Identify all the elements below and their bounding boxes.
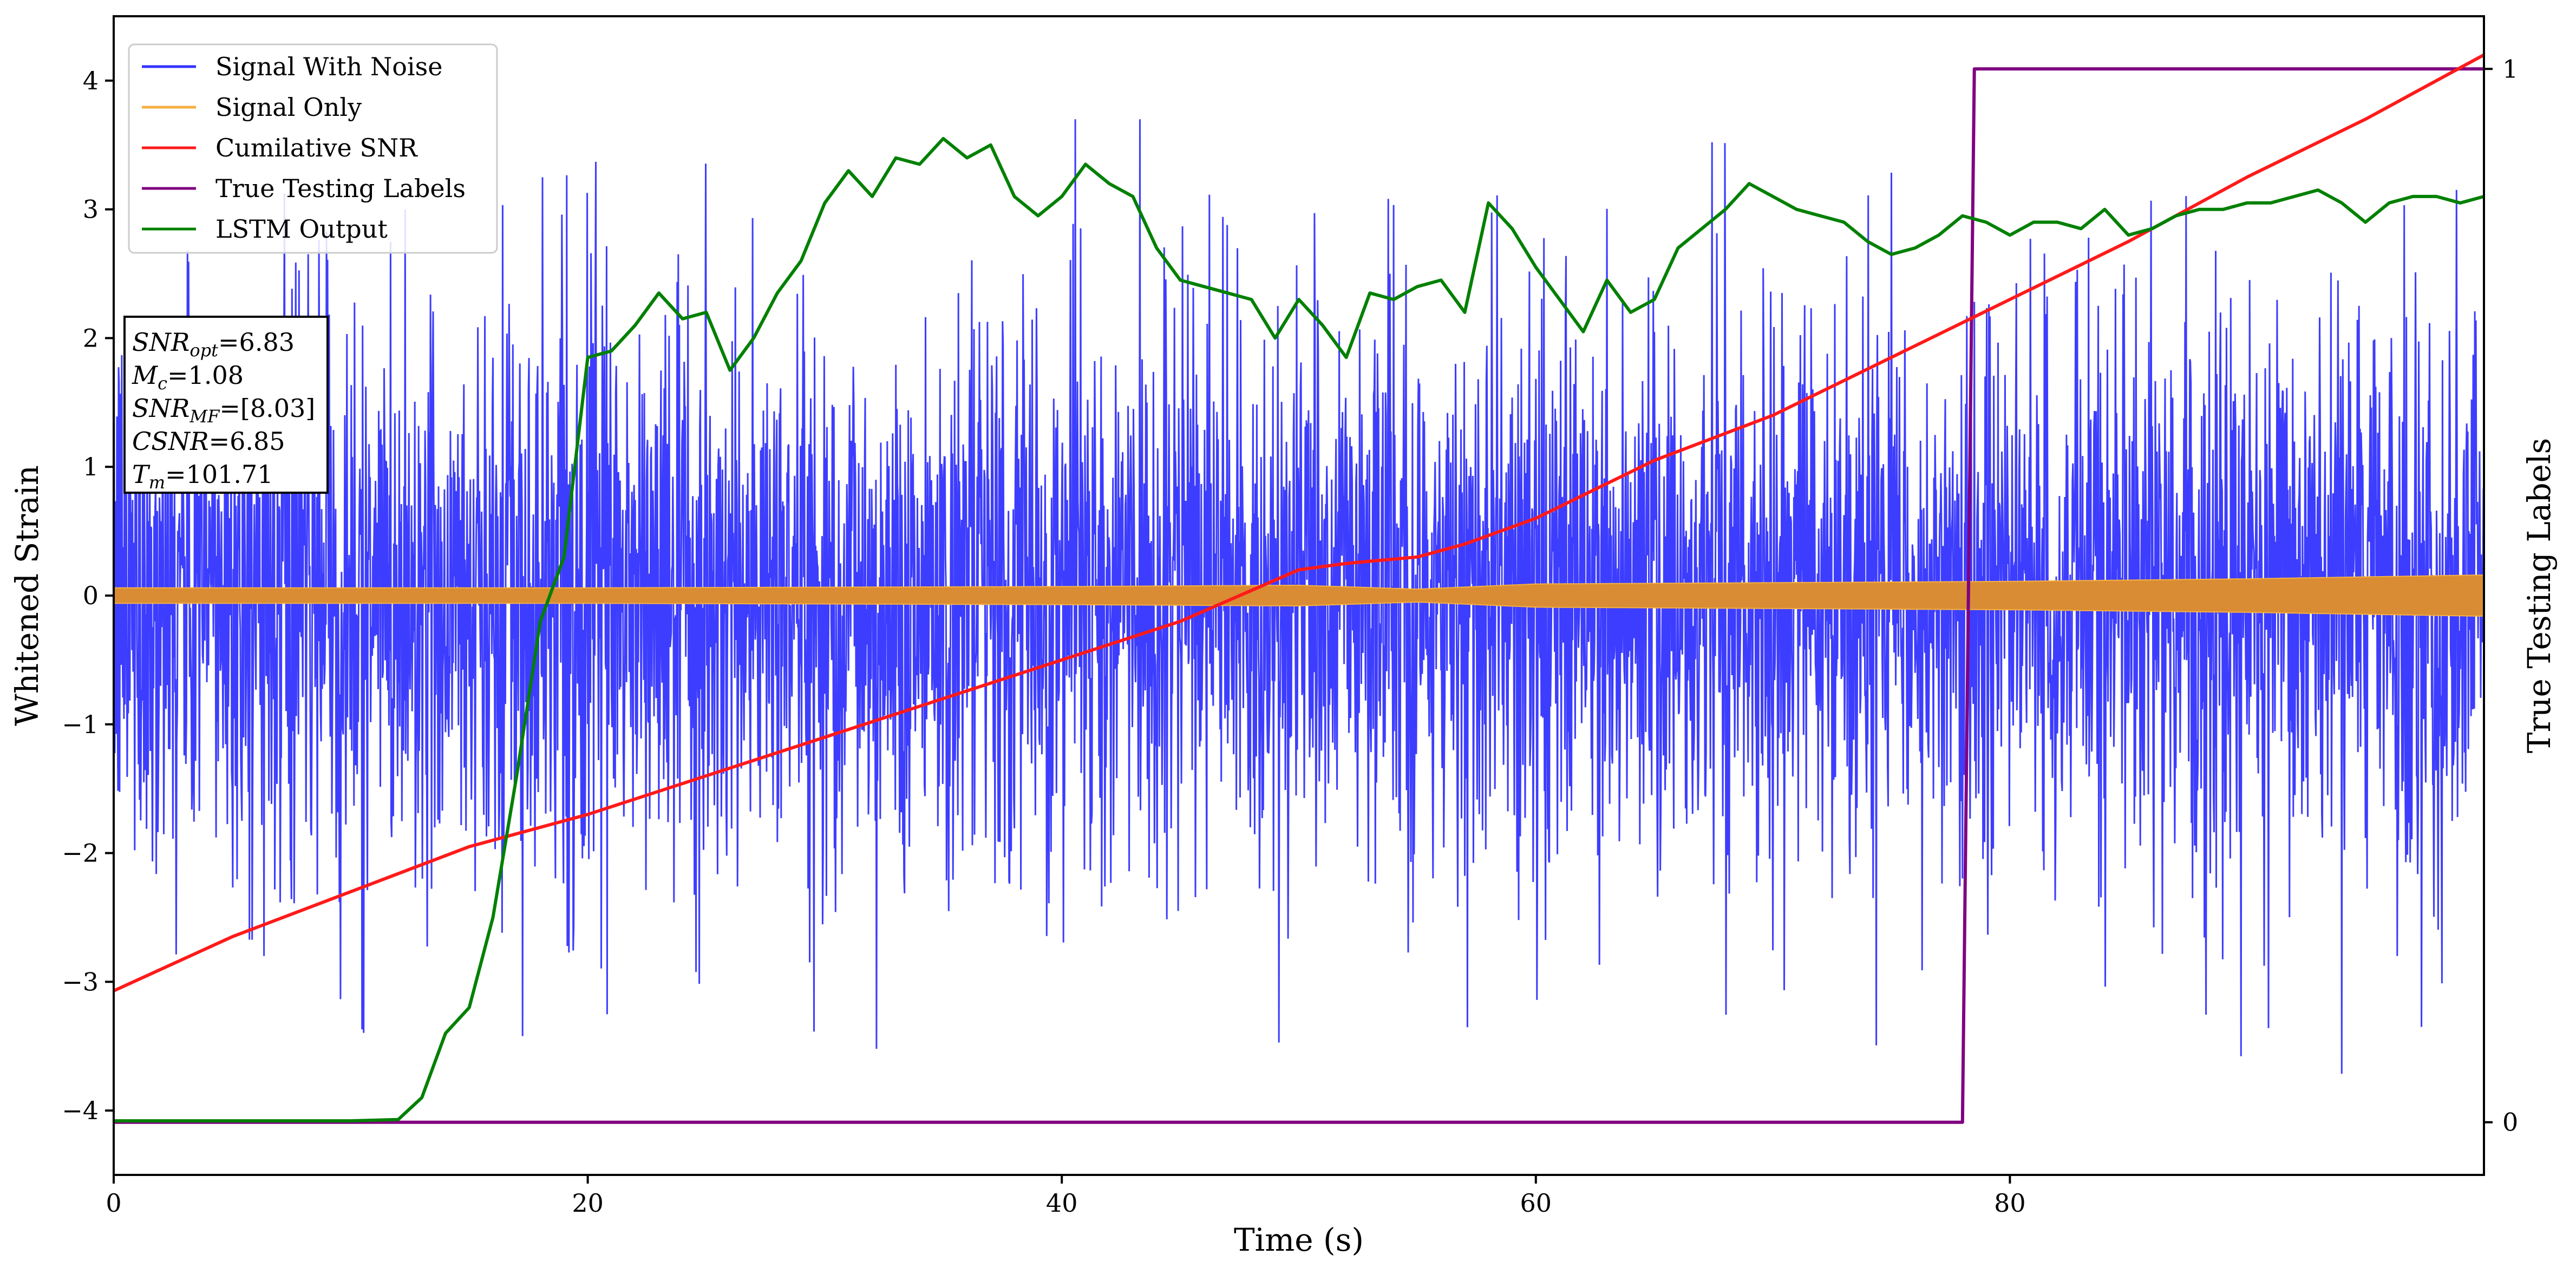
series-signal-only [114, 574, 2484, 617]
signal-only-band [114, 574, 2484, 617]
y-left-tick-label: −4 [62, 1096, 99, 1125]
plot-area [114, 53, 2484, 1124]
annotation-subscript: m [149, 472, 165, 493]
legend-label-true-testing-labels: True Testing Labels [215, 174, 466, 203]
y-axis-left-ticks: −4 −3 −2 −1 0 1 2 3 4 [62, 66, 114, 1125]
lstm-output-line [114, 136, 2484, 1123]
y-right-tick-label: 0 [2502, 1108, 2518, 1137]
annotation-variable: CSNR [132, 427, 209, 456]
y-axis-left-title: Whitened Strain [9, 465, 45, 726]
series-cumilative-snr [114, 53, 2484, 992]
x-tick-label: 80 [1994, 1188, 2026, 1218]
x-tick-label: 40 [1046, 1188, 1078, 1218]
legend-label-lstm-output: LSTM Output [215, 214, 388, 244]
legend-entry-true-testing-labels: True Testing Labels [142, 174, 466, 203]
annotation-subscript: opt [189, 340, 218, 361]
y-left-tick-label: −2 [62, 839, 99, 868]
annotation-line: Tm=101.71 [132, 460, 273, 493]
series-true-testing-labels [114, 67, 2484, 1124]
annotation-variable: SNR [132, 394, 189, 423]
y-right-tick-label: 1 [2502, 54, 2518, 83]
annotation-value: =[8.03] [219, 394, 315, 423]
y-left-tick-label: 1 [83, 452, 99, 481]
annotation-variable: T [132, 460, 151, 489]
legend: Signal With Noise Signal Only Cumilative… [128, 43, 498, 254]
legend-label-signal-with-noise: Signal With Noise [215, 52, 442, 81]
annotation-box: SNRopt=6.83Mc=1.08SNRMF=[8.03]CSNR=6.85T… [123, 316, 329, 494]
legend-entry-signal-with-noise: Signal With Noise [142, 52, 442, 81]
annotation-line: Mc=1.08 [132, 361, 244, 394]
annotation-frame [123, 316, 329, 494]
y-axis-right-ticks: 01 [2484, 54, 2518, 1137]
x-tick-label: 60 [1520, 1188, 1552, 1218]
annotation-value: =1.08 [167, 361, 244, 390]
y-left-tick-label: 0 [83, 581, 99, 610]
annotation-variable: M [132, 361, 159, 390]
legend-entry-lstm-output: LSTM Output [142, 214, 388, 244]
annotation-subscript: c [158, 373, 167, 394]
legend-entry-cumilative-snr: Cumilative SNR [142, 133, 418, 162]
true-testing-labels-line [114, 67, 2484, 1124]
y-axis-right-title: True Testing Labels [2521, 438, 2558, 753]
annotation-value: =6.85 [209, 427, 285, 456]
series-lstm-output [114, 136, 2484, 1123]
annotation-line: SNRMF=[8.03] [132, 394, 315, 427]
annotation-value: =101.71 [165, 460, 273, 489]
annotation-line: SNRopt=6.83 [132, 328, 295, 361]
annotation-variable: SNR [132, 328, 189, 357]
legend-label-signal-only: Signal Only [215, 93, 362, 122]
y-left-tick-label: 2 [83, 323, 99, 352]
legend-frame [128, 43, 498, 254]
y-left-tick-label: −3 [62, 967, 99, 996]
y-left-tick-label: 3 [83, 195, 99, 224]
annotation-value: =6.83 [218, 328, 295, 357]
legend-entry-signal-only: Signal Only [142, 93, 362, 122]
x-axis-title: Time (s) [1234, 1221, 1364, 1258]
y-left-tick-label: 4 [83, 66, 99, 95]
x-axis-ticks: 0 20 40 60 80 [106, 1175, 2026, 1218]
cumilative-snr-line [114, 53, 2484, 992]
x-tick-label: 0 [106, 1188, 121, 1218]
annotation-line: CSNR=6.85 [132, 427, 285, 456]
legend-label-cumilative-snr: Cumilative SNR [215, 133, 418, 162]
annotation-subscript: MF [189, 406, 220, 427]
y-left-tick-label: −1 [62, 710, 99, 739]
x-tick-label: 20 [572, 1188, 604, 1218]
